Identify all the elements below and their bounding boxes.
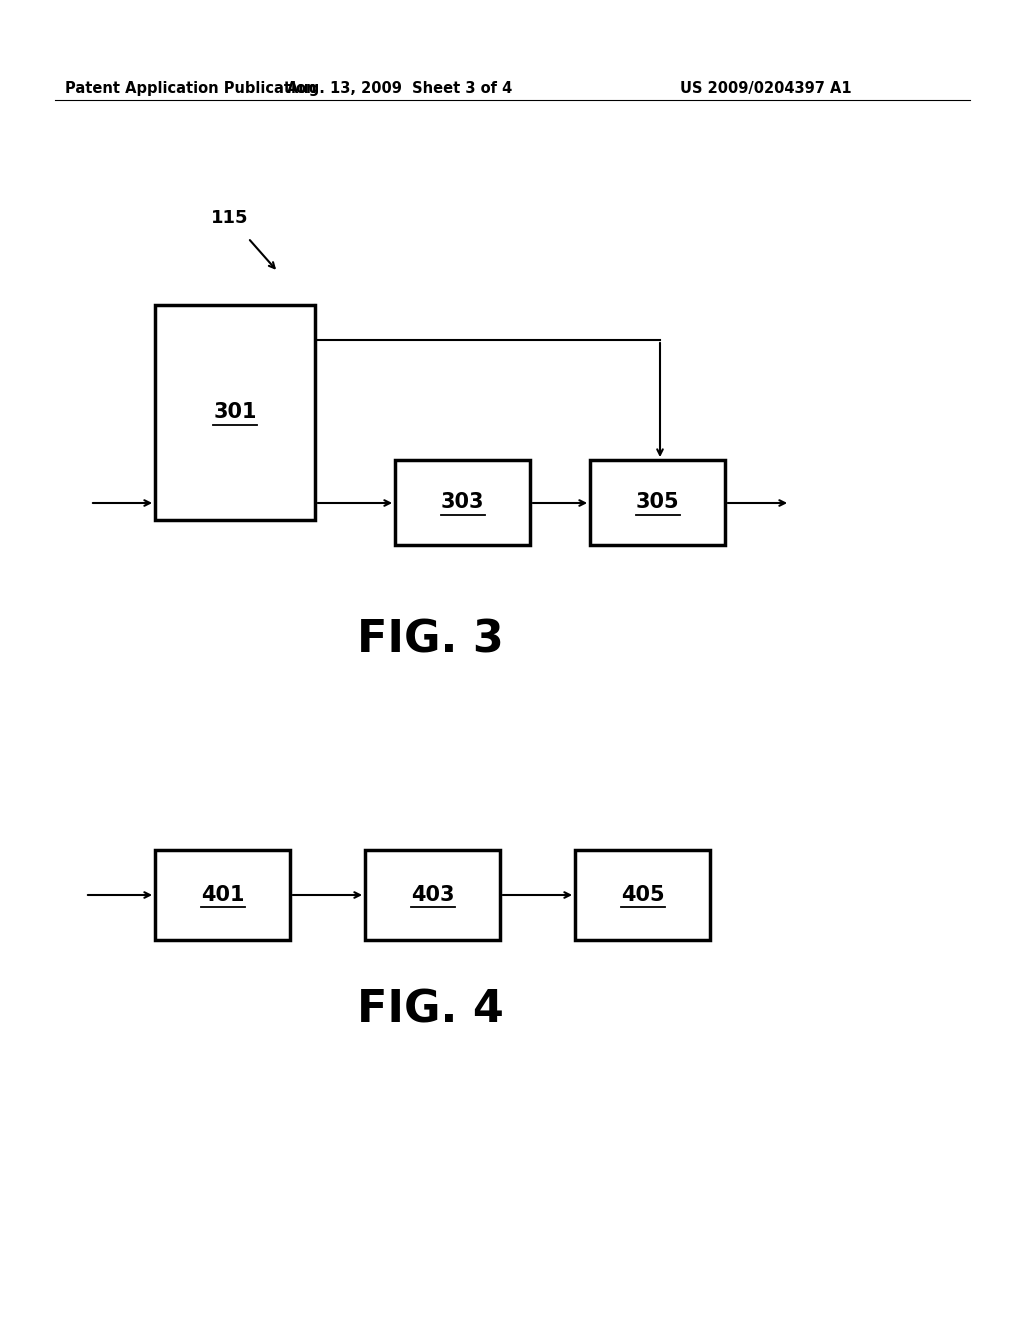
Text: Aug. 13, 2009  Sheet 3 of 4: Aug. 13, 2009 Sheet 3 of 4	[288, 81, 513, 95]
Bar	[590, 459, 725, 545]
Bar	[395, 459, 530, 545]
Text: Patent Application Publication: Patent Application Publication	[65, 81, 316, 95]
Text: 115: 115	[211, 209, 249, 227]
Bar	[155, 305, 315, 520]
Text: 303: 303	[440, 492, 484, 512]
Bar	[575, 850, 710, 940]
Text: 405: 405	[621, 884, 665, 906]
Bar	[155, 850, 290, 940]
Bar	[365, 850, 500, 940]
Text: US 2009/0204397 A1: US 2009/0204397 A1	[680, 81, 852, 95]
Text: 301: 301	[213, 403, 257, 422]
Text: 305: 305	[636, 492, 679, 512]
Text: FIG. 3: FIG. 3	[356, 619, 504, 661]
Text: FIG. 4: FIG. 4	[356, 989, 504, 1031]
Text: 403: 403	[411, 884, 455, 906]
Text: 401: 401	[201, 884, 245, 906]
